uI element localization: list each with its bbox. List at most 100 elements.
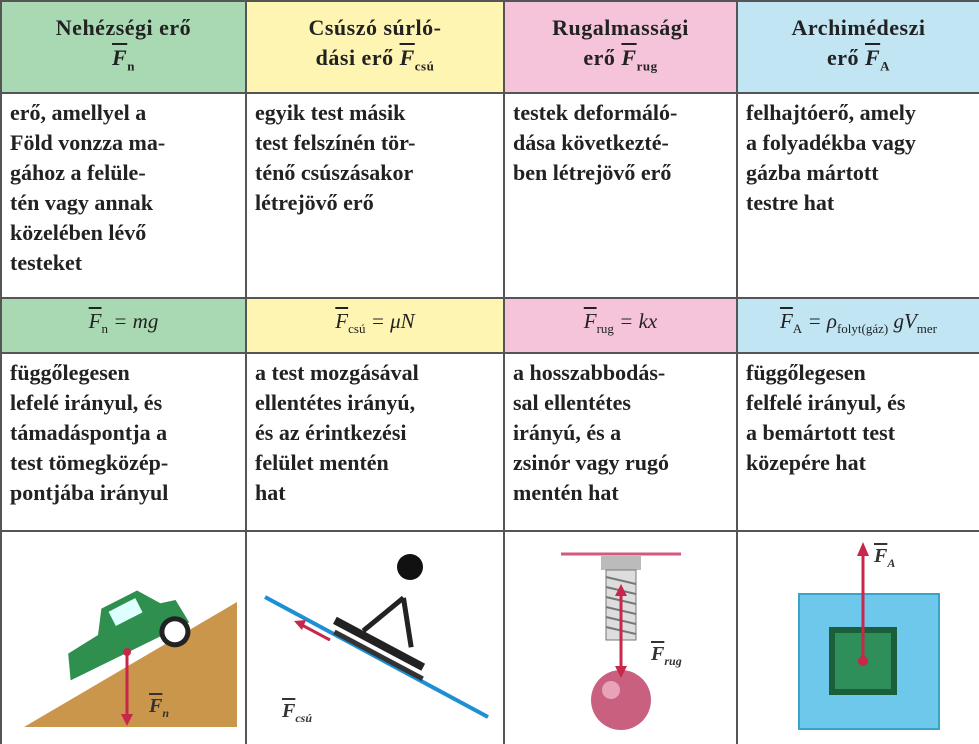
illustration-shape: [299, 622, 331, 642]
figure-label: Fcsú: [281, 700, 312, 725]
description-line: dása következté-: [513, 130, 669, 155]
figure-subscript: A: [886, 556, 895, 570]
explanation-cell: a hosszabbodás-sal ellentétes irányú, és …: [503, 352, 738, 532]
illustration-shape: [333, 616, 426, 671]
explanation-line: a hosszabbodás-: [513, 360, 666, 385]
illustration-shape: [856, 542, 869, 556]
illustration-shape: [333, 629, 424, 682]
description-line: közelében lévő: [10, 220, 147, 245]
header-cell: Archimédeszi erő FA: [736, 0, 979, 94]
formula-subscript: rug: [596, 321, 614, 337]
illustration-shape: [601, 681, 620, 699]
illustration-shape: [614, 584, 627, 596]
explanation-line: mentén hat: [513, 480, 619, 505]
formula-subscript: n: [101, 321, 108, 337]
header-subscript: n: [127, 58, 135, 74]
description-line: a folyadékba vagy: [746, 130, 916, 155]
formula-symbol: = ρ: [807, 309, 837, 334]
explanation-line: függőlegesen: [746, 360, 866, 385]
description-cell: egyik test másik test felszínén tör-ténő …: [245, 92, 505, 299]
figure-symbol: F: [873, 545, 888, 567]
header-cell: Nehézségi erő Fn: [0, 0, 247, 94]
header-line: erő Frug: [513, 43, 728, 81]
illustration-shape: [120, 714, 133, 726]
figure-cell: Fcsú: [245, 530, 505, 744]
illustration-shape: [857, 656, 868, 666]
expl-row: függőlegesen lefelé irányul, és támadáspon…: [0, 352, 979, 532]
formula-symbol: = mg: [113, 309, 159, 334]
explanation-line: és az érintkezési: [255, 420, 407, 445]
explanation-line: közepére hat: [746, 450, 866, 475]
description-line: ténő csúszásakor: [255, 160, 414, 185]
formula-subscript: csú: [348, 321, 366, 337]
header-line: dási erő Fcsú: [255, 43, 495, 81]
header-text: Archimédeszi: [791, 14, 926, 40]
description-line: gázba mártott: [746, 160, 879, 185]
formula-symbol: = μN: [370, 309, 415, 334]
formula-cell: Fn = mg: [0, 297, 247, 354]
figure-subscript: csú: [295, 711, 312, 725]
header-cell: Csúszó súrló-dási erő Fcsú: [245, 0, 505, 94]
header-symbol: F: [621, 44, 637, 70]
explanation-line: függőlegesen: [10, 360, 130, 385]
illustration-shape: [401, 597, 414, 648]
description-line: létrejövő erő: [255, 190, 374, 215]
illustration-shape: [108, 598, 143, 626]
explanation-cell: függőlegesen felfelé irányul, és a bemárto…: [736, 352, 979, 532]
illustration-shape: [158, 616, 190, 648]
formula-symbol: F: [583, 309, 597, 334]
formula-symbol: gV: [893, 309, 917, 334]
illustration: Fcsú: [264, 554, 489, 725]
figure-symbol: F: [650, 643, 665, 665]
formula-subscript: mer: [916, 321, 938, 337]
illustration-shape: [333, 595, 426, 682]
header-subscript: rug: [636, 58, 658, 74]
header-text: dási erő: [315, 44, 394, 70]
header-text: erő: [583, 44, 616, 70]
header-text: Nehézségi erő: [55, 14, 192, 40]
figure-label: Frug: [650, 643, 682, 668]
figure-subscript: n: [162, 706, 169, 720]
header-line: Nehézségi erő: [10, 13, 237, 43]
illustration-shape: [361, 595, 406, 633]
description-line: tén vagy annak: [10, 190, 154, 215]
description-line: felhajtóerő, amely: [746, 100, 916, 125]
illustration-shape: [614, 666, 627, 678]
explanation-line: támadáspontja a: [10, 420, 168, 445]
header-subscript: A: [880, 58, 891, 74]
header-cell: Rugalmassági erő Frug: [503, 0, 738, 94]
figure-symbol: F: [281, 700, 296, 722]
figure-label: Fn: [148, 695, 169, 720]
formula-symbol: F: [335, 309, 349, 334]
explanation-line: sal ellentétes: [513, 390, 631, 415]
desc-row: erő, amellyel a Föld vonzza ma-gához a fe…: [0, 92, 979, 299]
figure-cell: FA: [736, 530, 979, 744]
header-symbol: F: [399, 44, 415, 70]
header-line: Csúszó súrló-: [255, 13, 495, 43]
explanation-line: ellentétes irányú,: [255, 390, 416, 415]
explanation-line: felület mentén: [255, 450, 389, 475]
formula-symbol: = kx: [619, 309, 658, 334]
description-line: testre hat: [746, 190, 835, 215]
description-line: test felszínén tör-: [255, 130, 416, 155]
description-line: Föld vonzza ma-: [10, 130, 166, 155]
explanation-line: felfelé irányul, és: [746, 390, 906, 415]
illustration-shape: [67, 590, 190, 681]
figure-subscript: rug: [664, 654, 681, 668]
description-line: testek deformáló-: [513, 100, 678, 125]
description-line: erő, amellyel a: [10, 100, 147, 125]
illustration: Frug: [560, 552, 682, 730]
figure-cell: Frug: [503, 530, 738, 744]
description-cell: erő, amellyel a Föld vonzza ma-gához a fe…: [0, 92, 247, 299]
explanation-line: test tömegközép-: [10, 450, 169, 475]
explanation-line: zsinór vagy rugó: [513, 450, 670, 475]
header-line: Archimédeszi: [746, 13, 971, 43]
description-line: ben létrejövő erő: [513, 160, 672, 185]
illustration: Fn: [23, 590, 237, 727]
illustration-shape: [397, 554, 423, 580]
header-subscript: csú: [414, 58, 435, 74]
frm-row: Fn = mg Fcsú = μN Frug = kx FA = ρfolyt(gáz…: [0, 297, 979, 354]
description-cell: testek deformáló-dása következté-ben lét…: [503, 92, 738, 299]
illustration-shape: [67, 590, 189, 681]
